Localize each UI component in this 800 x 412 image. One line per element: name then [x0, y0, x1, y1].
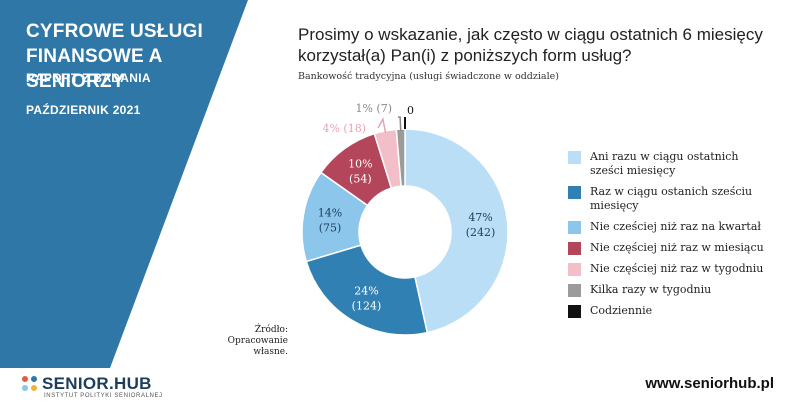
legend-label-2: Nie cześciej niż raz na kwartał	[590, 220, 761, 234]
legend-item-5: Kilka razy w tygodniu	[568, 283, 778, 297]
leader-line-5	[397, 116, 402, 132]
logo-dots-icon	[22, 376, 38, 392]
chart-legend: Ani razu w ciągu ostatnich sześci miesięc…	[568, 150, 778, 325]
pie-slice-0	[404, 128, 509, 334]
legend-swatch-2	[568, 221, 581, 234]
legend-swatch-3	[568, 242, 581, 255]
slice-count-label-0: (242)	[466, 226, 496, 239]
slice-percent-label-1: 24%	[354, 285, 378, 298]
senior-hub-logo: SENIOR.HUB	[22, 374, 152, 394]
legend-label-line2-0: sześci miesięcy	[590, 164, 676, 177]
legend-swatch-4	[568, 263, 581, 276]
source-note: Źródło: Opracowanie własne.	[180, 325, 288, 358]
legend-label-line1-5: Kilka razy w tygodniu	[590, 283, 712, 296]
question-line1: Prosimy o wskazanie, jak często w ciągu …	[298, 25, 763, 44]
logo-name: SENIOR.HUB	[42, 374, 152, 393]
report-title-line1: CYFROWE USŁUGI	[26, 21, 203, 42]
report-subtitle: RAPORT Z BADANIA	[26, 71, 151, 85]
legend-item-0: Ani razu w ciągu ostatnich sześci miesięc…	[568, 150, 778, 178]
pie-slice-1	[305, 244, 429, 336]
slice-percent-label-3: 10%	[348, 158, 372, 171]
legend-label-line1-3: Nie częściej niż raz w miesiącu	[590, 241, 764, 254]
report-title-line2: FINANSOWE A SENIORZY	[26, 46, 162, 92]
legend-label-line1-1: Raz w ciągu ostanich sześciu	[590, 185, 753, 198]
report-date: PAŹDZIERNIK 2021	[26, 103, 141, 117]
question-line2: korzystał(a) Pan(i) z poniższych form us…	[298, 46, 632, 65]
legend-label-0: Ani razu w ciągu ostatnich sześci miesięc…	[590, 150, 739, 178]
slice-percent-label-2: 14%	[318, 207, 342, 220]
pie-slice-5	[395, 128, 406, 187]
legend-label-line1-4: Nie częściej niż raz w tygodniu	[590, 262, 764, 275]
slice-count-label-1: (124)	[352, 300, 382, 313]
legend-label-1: Raz w ciągu ostanich sześciu miesięcy	[590, 185, 752, 213]
chart-subtitle: Bankowość tradycyjna (usługi świadczone …	[298, 71, 559, 82]
slice-outside-label-5: 1% (7)	[355, 102, 392, 115]
source-note-line1: Źródło:	[254, 325, 288, 335]
legend-label-line1-0: Ani razu w ciągu ostatnich	[590, 150, 739, 163]
report-title: CYFROWE USŁUGI FINANSOWE A SENIORZY	[26, 19, 241, 94]
legend-item-4: Nie częściej niż raz w tygodniu	[568, 262, 778, 276]
source-note-line2: Opracowanie	[227, 336, 288, 346]
logo-tagline: INSTYTUT POLITYKI SENIORALNEJ	[44, 393, 163, 399]
question-title: Prosimy o wskazanie, jak często w ciągu …	[298, 24, 768, 66]
legend-item-2: Nie cześciej niż raz na kwartał	[568, 220, 778, 234]
legend-swatch-0	[568, 151, 581, 164]
legend-swatch-5	[568, 284, 581, 297]
legend-item-6: Codziennie	[568, 304, 778, 318]
sidebar-band-shape	[0, 0, 248, 368]
slice-percent-label-0: 47%	[468, 211, 492, 224]
slice-count-label-3: (54)	[349, 173, 372, 186]
source-note-line3: własne.	[253, 347, 288, 357]
slice-outside-label-4: 4% (18)	[322, 122, 366, 135]
slice-count-label-2: (75)	[319, 222, 342, 235]
legend-swatch-1	[568, 186, 581, 199]
legend-item-1: Raz w ciągu ostanich sześciu miesięcy	[568, 185, 778, 213]
legend-label-4: Nie częściej niż raz w tygodniu	[590, 262, 763, 276]
slice-outside-label-6: 0	[407, 104, 414, 117]
legend-label-5: Kilka razy w tygodniu	[590, 283, 711, 297]
legend-label-line1-2: Nie cześciej niż raz na kwartał	[590, 220, 761, 233]
legend-swatch-6	[568, 305, 581, 318]
leader-line-4	[377, 116, 387, 134]
legend-label-line1-6: Codziennie	[590, 304, 653, 317]
legend-label-6: Codziennie	[590, 304, 652, 318]
legend-label-line2-1: miesięcy	[590, 199, 639, 212]
legend-item-3: Nie częściej niż raz w miesiącu	[568, 241, 778, 255]
legend-label-3: Nie częściej niż raz w miesiącu	[590, 241, 764, 255]
website-link[interactable]: www.seniorhub.pl	[645, 375, 774, 392]
